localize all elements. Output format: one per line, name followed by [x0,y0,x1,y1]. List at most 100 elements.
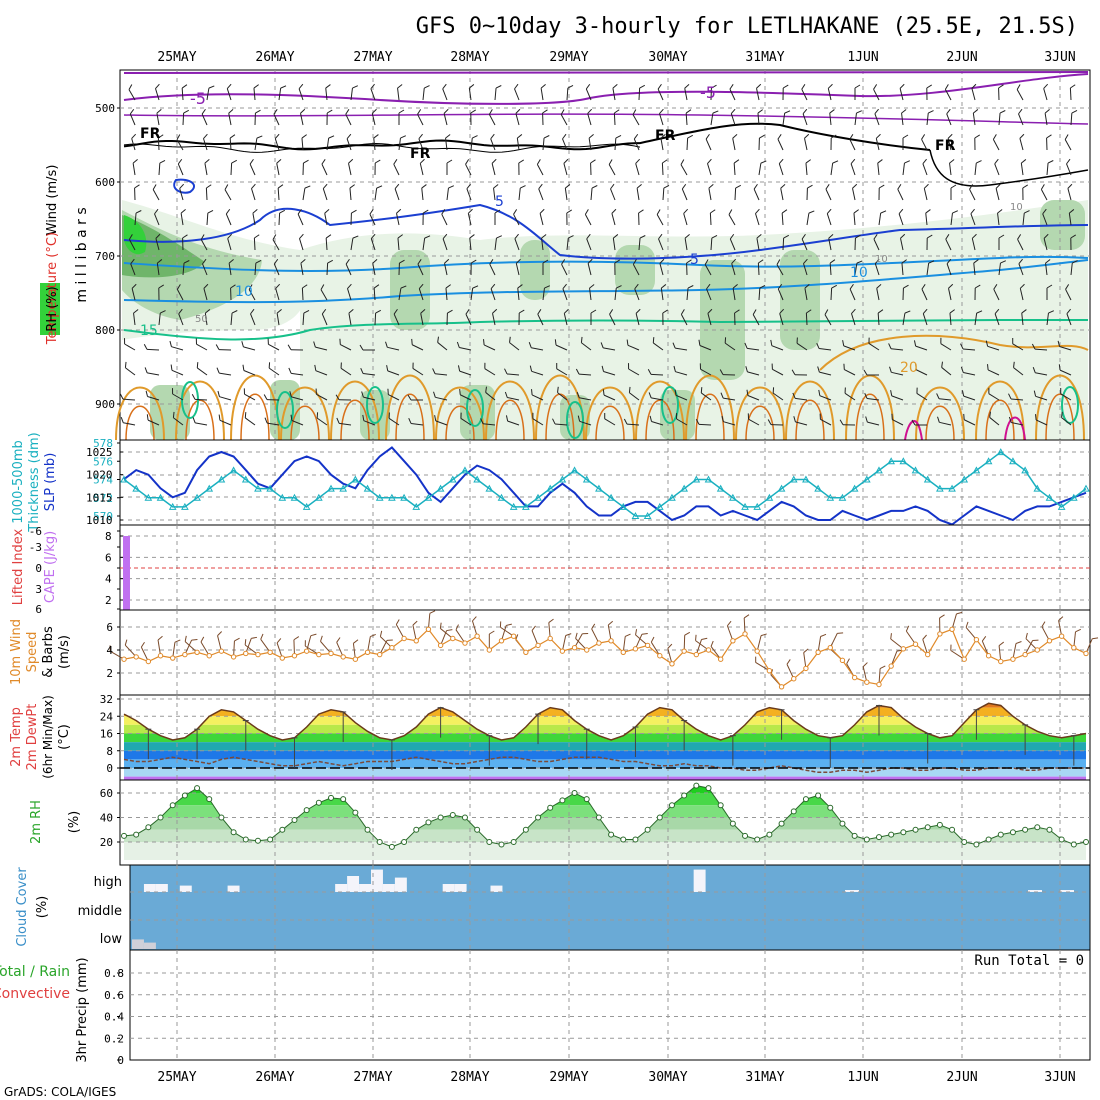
barb-flag [369,209,374,215]
barb-flag [537,309,542,315]
barb-flag [429,610,436,614]
barb-staff [244,417,256,426]
barb-staff [1045,263,1048,276]
wind10-point [596,640,602,646]
wind-barb [372,258,378,276]
barb-flag [971,83,977,89]
barb-flag [609,309,614,315]
barb-flag [128,234,133,240]
contour-20-arch [975,380,1025,441]
barb-flag [695,634,697,641]
thickness-point [899,457,908,465]
barb-flag [182,234,188,239]
barb-flag [635,308,641,314]
barb-staff [348,313,352,326]
barb-flag [346,133,352,139]
wind-barb [278,85,287,101]
barb-flag [472,616,477,622]
barb-staff [747,395,760,401]
barb-flag [1019,283,1025,289]
wind-barb [672,342,688,351]
barb-flag [1058,616,1064,621]
wind-barb [226,83,232,101]
wind-barb [359,344,375,351]
rh-point [729,820,736,827]
contour-15-closed [366,386,384,424]
barb-flag [124,338,126,345]
tick-label: 0 [35,562,42,575]
tick-label: 2 [106,667,113,680]
barb-flag [1032,639,1039,641]
wind-barb [638,84,646,101]
barb-staff [397,88,400,101]
barb-flag [184,635,187,642]
wind-barb [613,109,620,126]
wind-barb [552,418,568,426]
wind10-point [973,636,980,643]
barb-staff [200,239,208,251]
barb-staff [778,163,784,176]
wind10-point [620,649,626,655]
barb-staff [1021,313,1024,326]
barb-flag [839,419,844,426]
barb-flag [561,259,566,265]
barb-staff [946,263,952,276]
wind-barb [446,309,453,326]
wind10-point [657,653,663,659]
contour-minus5-lower [123,113,1089,125]
barb-staff [803,263,808,276]
barb-staff [206,212,209,226]
wind-barb [154,208,160,226]
barb-staff [560,114,568,126]
barb-flag [684,631,691,636]
barb-staff [987,345,1000,351]
barb-flag [902,134,909,139]
wind-barb [494,209,501,225]
tick-label: 1025 [86,446,113,459]
wind-barb [156,108,162,126]
barb-flag [348,158,354,164]
barb-staff [507,420,520,426]
barb-staff [542,138,545,151]
barb-flag [961,390,965,397]
barb-flag [608,159,613,165]
barb-flag [808,210,815,214]
wind-barb [585,83,592,101]
wind-barb [325,234,332,251]
tick-label: -3 [29,541,42,554]
wind10-point [328,650,334,657]
barb-flag [1058,364,1061,371]
barb-flag [947,133,953,139]
barb-flag [443,108,449,114]
barb-flag [590,159,596,164]
barb-staff [363,420,376,426]
wind-barb [777,134,784,151]
thickness-point [704,475,713,483]
barb-flag [176,284,181,290]
wind-barb [680,159,688,176]
barb-flag [155,233,161,239]
barb-staff [301,138,304,151]
barb-flag [611,208,617,214]
barb-flag [442,233,448,239]
barb-flag [733,159,740,164]
wind-barb [589,284,595,301]
thickness-point [875,466,883,474]
barb-flag [995,183,1001,189]
barb-flag [587,258,593,264]
high-cloud-cell [179,885,192,892]
wind-barb [658,233,664,251]
tick-label: 20 [100,836,113,849]
rh-point [973,841,980,848]
bottom-date-label: 26MAY [255,1070,294,1085]
tick-label: 6 [105,551,112,564]
wind-barb [267,338,280,351]
barb-staff [398,288,402,301]
barb-flag [242,364,245,371]
barb-flag [520,185,526,189]
rh-point [401,839,408,845]
barb-flag [876,283,882,289]
barb-staff [470,138,473,151]
wind-barb [1066,158,1072,176]
